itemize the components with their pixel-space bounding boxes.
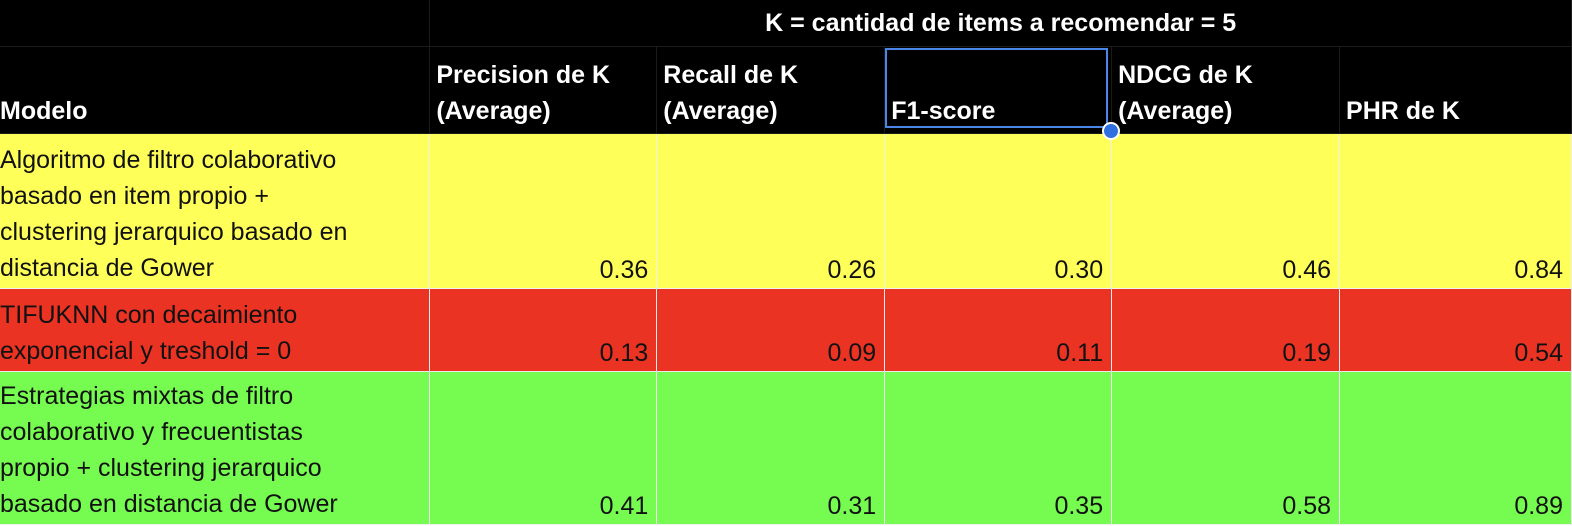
table-row: Estrategias mixtas de filtro colaborativ…: [0, 371, 1572, 525]
super-header-cell[interactable]: K = cantidad de items a recomendar = 5: [429, 0, 1572, 47]
cell-recall[interactable]: 0.26: [656, 133, 886, 289]
cell-recall[interactable]: 0.31: [656, 371, 886, 525]
model-name-line: exponencial y treshold = 0: [0, 337, 292, 365]
model-name-line: basado en item propio +: [0, 182, 269, 210]
header-label-precision-sub: (Average): [436, 97, 551, 125]
header-cell-recall[interactable]: Recall de K (Average): [656, 46, 886, 134]
header-cell-phr[interactable]: PHR de K: [1339, 46, 1572, 134]
super-header-row: K = cantidad de items a recomendar = 5: [0, 0, 1572, 47]
model-name-line: propio + clustering jerarquico: [0, 454, 322, 482]
cell-phr[interactable]: 0.84: [1339, 133, 1572, 289]
cell-ndcg[interactable]: 0.19: [1111, 288, 1341, 372]
column-header-row: Modelo Precision de K (Average) Recall de…: [0, 46, 1572, 134]
header-cell-f1[interactable]: F1-score: [884, 46, 1113, 134]
header-cell-modelo[interactable]: Modelo: [0, 46, 431, 134]
header-cell-ndcg[interactable]: NDCG de K (Average): [1111, 46, 1341, 134]
header-label-ndcg: NDCG de K: [1118, 61, 1253, 89]
cell-precision[interactable]: 0.13: [429, 288, 658, 372]
model-name-line: Algoritmo de filtro colaborativo: [0, 146, 337, 174]
header-label-recall-sub: (Average): [663, 97, 778, 125]
model-name-line: colaborativo y frecuentistas: [0, 418, 303, 446]
cell-precision[interactable]: 0.36: [429, 133, 658, 289]
model-name-line: basado en distancia de Gower: [0, 490, 338, 518]
header-cell-precision[interactable]: Precision de K (Average): [429, 46, 658, 134]
cell-recall[interactable]: 0.09: [656, 288, 886, 372]
model-name-line: Estrategias mixtas de filtro: [0, 382, 294, 410]
cell-model-name[interactable]: Estrategias mixtas de filtro colaborativ…: [0, 371, 431, 525]
model-name-line: TIFUKNN con decaimiento: [0, 301, 298, 329]
cell-f1[interactable]: 0.11: [884, 288, 1113, 372]
header-label-modelo: Modelo: [0, 97, 88, 125]
header-label-precision: Precision de K: [436, 61, 610, 89]
cell-precision[interactable]: 0.41: [429, 371, 658, 525]
cell-phr[interactable]: 0.54: [1339, 288, 1572, 372]
cell-f1[interactable]: 0.35: [884, 371, 1113, 525]
cell-model-name[interactable]: Algoritmo de filtro colaborativo basado …: [0, 133, 431, 289]
header-label-recall: Recall de K: [663, 61, 799, 89]
header-label-f1: F1-score: [891, 97, 996, 125]
cell-model-name[interactable]: TIFUKNN con decaimiento exponencial y tr…: [0, 288, 431, 372]
header-label-ndcg-sub: (Average): [1118, 97, 1233, 125]
model-name-line: clustering jerarquico basado en: [0, 218, 348, 246]
cell-ndcg[interactable]: 0.58: [1111, 371, 1341, 525]
cell-ndcg[interactable]: 0.46: [1111, 133, 1341, 289]
model-name-line: distancia de Gower: [0, 254, 215, 282]
table-row: Algoritmo de filtro colaborativo basado …: [0, 133, 1572, 289]
header-cell-blank[interactable]: [0, 0, 431, 47]
fill-handle[interactable]: [1102, 122, 1120, 140]
cell-phr[interactable]: 0.89: [1339, 371, 1572, 525]
table-row: TIFUKNN con decaimiento exponencial y tr…: [0, 288, 1572, 372]
cell-f1[interactable]: 0.30: [884, 133, 1113, 289]
header-label-phr: PHR de K: [1346, 97, 1460, 125]
